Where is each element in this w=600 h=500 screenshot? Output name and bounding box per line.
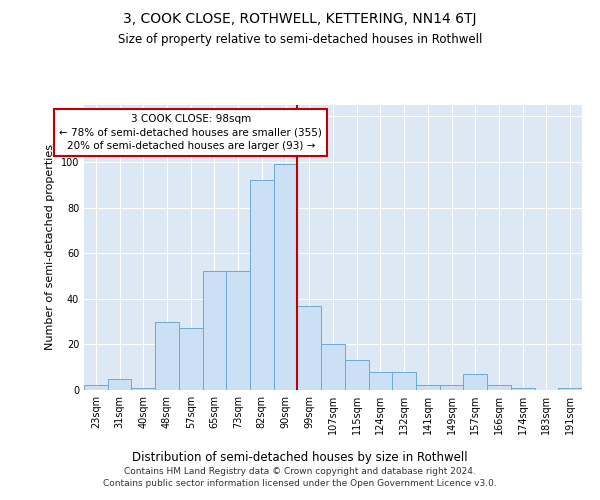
Bar [368,372,392,390]
Bar [274,164,298,390]
Bar [203,272,226,390]
Text: 3 COOK CLOSE: 98sqm
← 78% of semi-detached houses are smaller (355)
20% of semi-: 3 COOK CLOSE: 98sqm ← 78% of semi-detach… [59,114,322,150]
Text: Size of property relative to semi-detached houses in Rothwell: Size of property relative to semi-detach… [118,32,482,46]
Bar [155,322,179,390]
Bar [392,372,416,390]
Bar [179,328,203,390]
Text: Contains HM Land Registry data © Crown copyright and database right 2024.
Contai: Contains HM Land Registry data © Crown c… [103,466,497,487]
Bar [226,272,250,390]
Bar [416,386,440,390]
Bar [487,386,511,390]
Bar [84,386,108,390]
Text: 3, COOK CLOSE, ROTHWELL, KETTERING, NN14 6TJ: 3, COOK CLOSE, ROTHWELL, KETTERING, NN14… [123,12,477,26]
Y-axis label: Number of semi-detached properties: Number of semi-detached properties [45,144,55,350]
Bar [108,378,131,390]
Bar [558,388,582,390]
Bar [298,306,321,390]
Bar [321,344,345,390]
Bar [131,388,155,390]
Text: Distribution of semi-detached houses by size in Rothwell: Distribution of semi-detached houses by … [132,451,468,464]
Bar [345,360,368,390]
Bar [511,388,535,390]
Bar [250,180,274,390]
Bar [463,374,487,390]
Bar [440,386,463,390]
